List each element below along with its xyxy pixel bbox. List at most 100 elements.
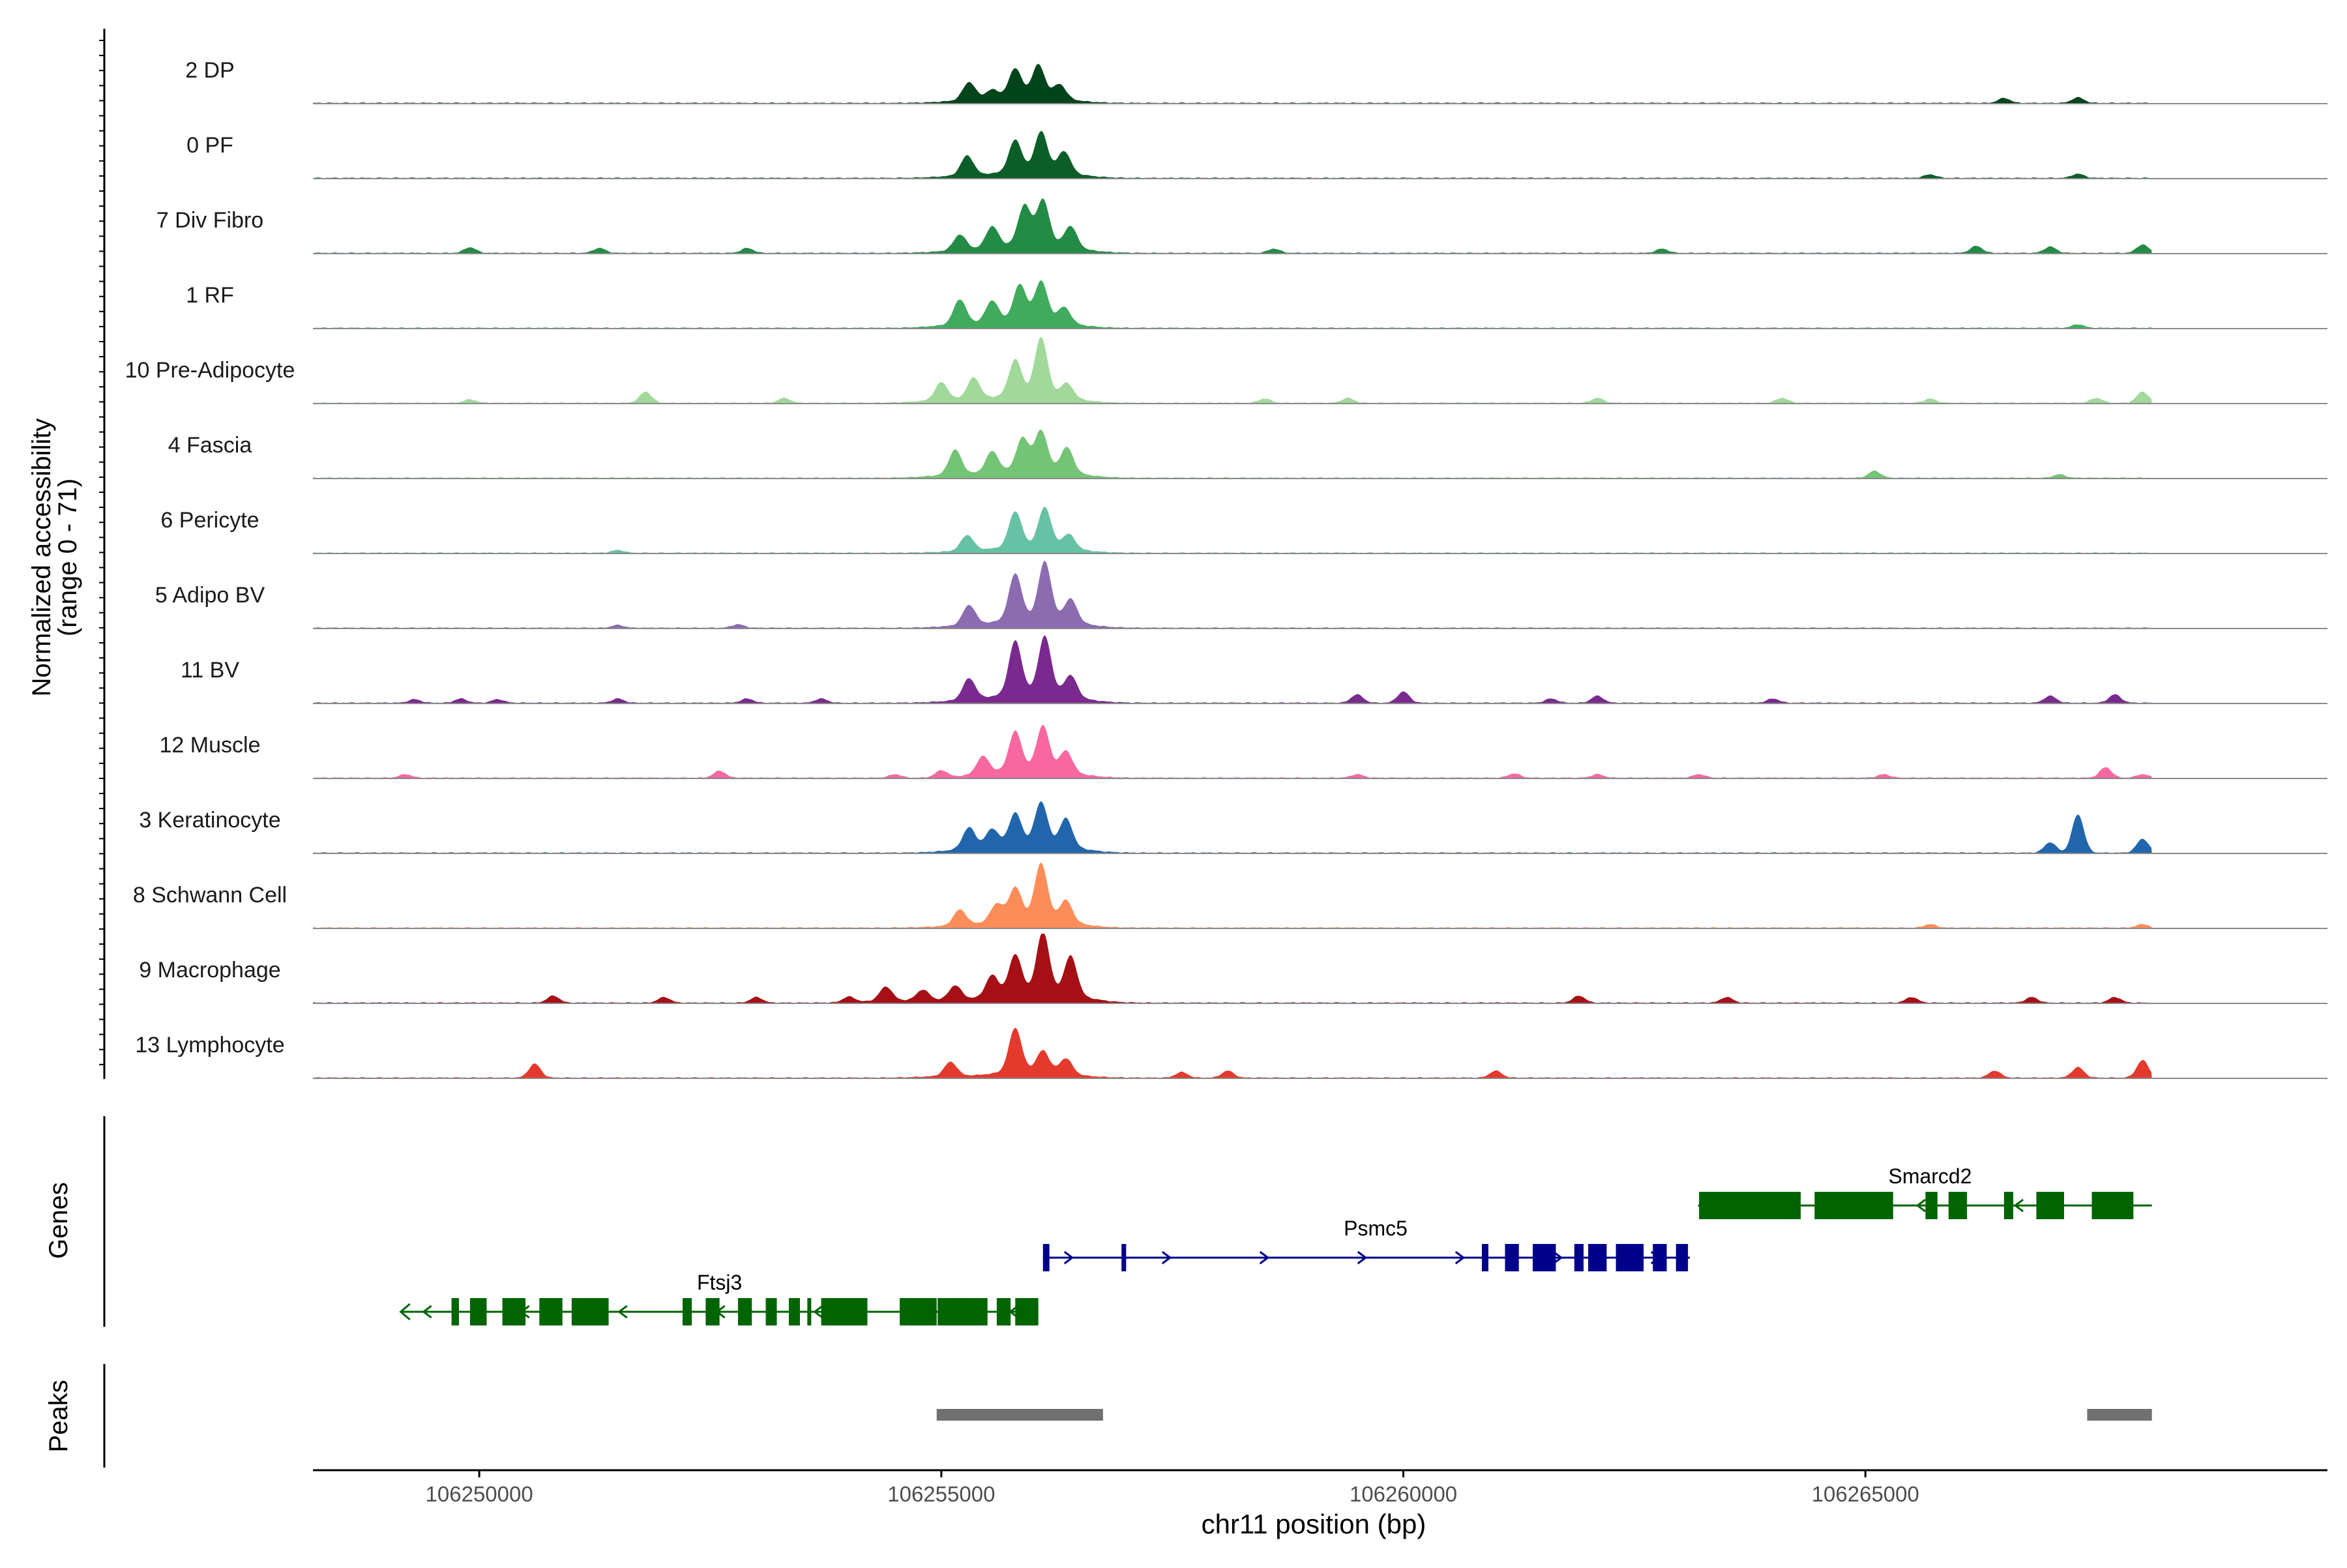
track-label: 8 Schwann Cell: [133, 883, 287, 908]
coverage-area-3: [313, 198, 2152, 254]
coverage-area-7: [313, 507, 2152, 554]
gene-exon: [2091, 1192, 2134, 1219]
coverage-area-8: [313, 561, 2152, 629]
track-label: 5 Adipo BV: [155, 583, 265, 608]
x-tick-label: 106250000: [426, 1482, 533, 1506]
strand-arrow: [1161, 1250, 1172, 1265]
gene-exon: [788, 1298, 800, 1325]
gene-exon: [682, 1298, 692, 1325]
peaks-track: [936, 1409, 2152, 1421]
track-2: 0 PF: [186, 131, 2327, 179]
gene-label: Ftsj3: [697, 1271, 742, 1294]
gene-exon: [1925, 1192, 1938, 1219]
strand-arrow: [813, 1305, 823, 1319]
track-6: 4 Fascia: [168, 429, 2327, 479]
track-label: 11 BV: [181, 658, 239, 683]
coverage-area-14: [313, 1028, 2152, 1078]
x-axis-title: chr11 position (bp): [1202, 1509, 1426, 1539]
y-axis-title-line1: Normalized accessibility: [27, 419, 56, 697]
gene-exon: [1616, 1244, 1644, 1271]
strand-arrow: [1552, 1250, 1563, 1265]
gene-exon: [937, 1298, 988, 1325]
strand-arrow: [1454, 1250, 1466, 1265]
gene-exon: [821, 1298, 868, 1325]
x-axis-ticks: 106250000 106255000 106260000 106265000: [426, 1470, 1919, 1506]
gene-exon: [571, 1298, 609, 1325]
coverage-area-11: [313, 801, 2152, 853]
track-10: 12 Muscle: [160, 724, 2327, 779]
gene-psmc5: Psmc5: [1042, 1217, 1690, 1271]
track-label: 10 Pre-Adipocyte: [125, 358, 295, 383]
strand-arrow: [617, 1305, 628, 1319]
track-label: 2 DP: [185, 58, 235, 83]
track-13: 9 Macrophage: [139, 934, 2327, 1004]
track-label: 3 Keratinocyte: [139, 808, 280, 833]
x-tick-label: 106265000: [1812, 1482, 1919, 1506]
peak-region-2: [2087, 1409, 2152, 1421]
gene-exon: [2036, 1192, 2065, 1219]
track-8: 5 Adipo BV: [155, 561, 2327, 629]
x-tick-label: 106260000: [1350, 1482, 1457, 1506]
genes-label: Genes: [44, 1182, 73, 1259]
coverage-area-1: [313, 63, 2152, 104]
track-label: 13 Lymphocyte: [135, 1033, 284, 1058]
gene-exon: [738, 1298, 752, 1325]
gene-exon: [502, 1298, 526, 1325]
track-12: 8 Schwann Cell: [133, 863, 2327, 929]
gene-exon: [765, 1298, 777, 1325]
coverage-tracks: 2 DP 0 PF 7 Div Fibro 1 RF 10 Pre-Adipocyte 4…: [125, 58, 2327, 1079]
strand-arrow: [399, 1303, 411, 1321]
gene-exon: [1042, 1244, 1050, 1271]
peak-region-1: [936, 1409, 1103, 1421]
gene-exon: [1814, 1192, 1893, 1219]
strand-arrow: [1063, 1250, 1074, 1265]
track-7: 6 Pericyte: [160, 507, 2327, 554]
strand-arrow: [1357, 1250, 1368, 1265]
gene-exon: [451, 1298, 459, 1325]
track-9: 11 BV: [181, 635, 2327, 704]
axes: 106250000 106255000 106260000 106265000 Nor…: [27, 29, 2327, 1539]
coverage-area-5: [313, 336, 2152, 404]
gene-exon: [2003, 1192, 2014, 1219]
track-label: 7 Div Fibro: [156, 208, 263, 233]
track-label: 1 RF: [186, 283, 234, 308]
track-label: 6 Pericyte: [160, 508, 259, 533]
gene-exon: [807, 1298, 812, 1325]
coverage-area-2: [313, 131, 2152, 179]
strand-arrow: [2013, 1198, 2024, 1213]
track-label: 0 PF: [186, 133, 233, 158]
gene-exon: [1588, 1244, 1607, 1271]
peaks-label: Peaks: [44, 1380, 73, 1452]
gene-annotation-track: Ftsj3 Psmc5 Smarcd2: [399, 1164, 2152, 1325]
track-label: 9 Macrophage: [139, 958, 280, 983]
gene-exon: [1699, 1192, 1801, 1219]
coverage-area-13: [313, 934, 2152, 1003]
coverage-area-12: [313, 863, 2152, 928]
y-axis-title-line2: (range 0 - 71): [53, 479, 82, 636]
track-4: 1 RF: [186, 280, 2327, 329]
strand-arrow: [1259, 1250, 1270, 1265]
track-14: 13 Lymphocyte: [135, 1028, 2327, 1079]
gene-exon: [1505, 1244, 1519, 1271]
gene-label: Psmc5: [1344, 1217, 1408, 1240]
x-tick-label: 106255000: [887, 1482, 995, 1506]
gene-exon: [1574, 1244, 1584, 1271]
track-label: 12 Muscle: [160, 733, 261, 758]
track-11: 3 Keratinocyte: [139, 801, 2327, 854]
gene-label: Smarcd2: [1888, 1164, 1971, 1188]
strand-arrow: [1915, 1198, 1926, 1213]
track-3: 7 Div Fibro: [156, 198, 2327, 254]
gene-exon: [996, 1298, 1011, 1325]
strand-arrow: [422, 1305, 432, 1319]
gene-exon: [1948, 1192, 1968, 1219]
gene-exon: [1653, 1244, 1667, 1271]
coverage-area-6: [313, 429, 2152, 479]
gene-exon: [1533, 1244, 1556, 1271]
coverage-area-9: [313, 635, 2152, 703]
coverage-area-4: [313, 280, 2152, 329]
gene-exon: [705, 1298, 720, 1325]
gene-exon: [900, 1298, 937, 1325]
track-5: 10 Pre-Adipocyte: [125, 336, 2327, 404]
